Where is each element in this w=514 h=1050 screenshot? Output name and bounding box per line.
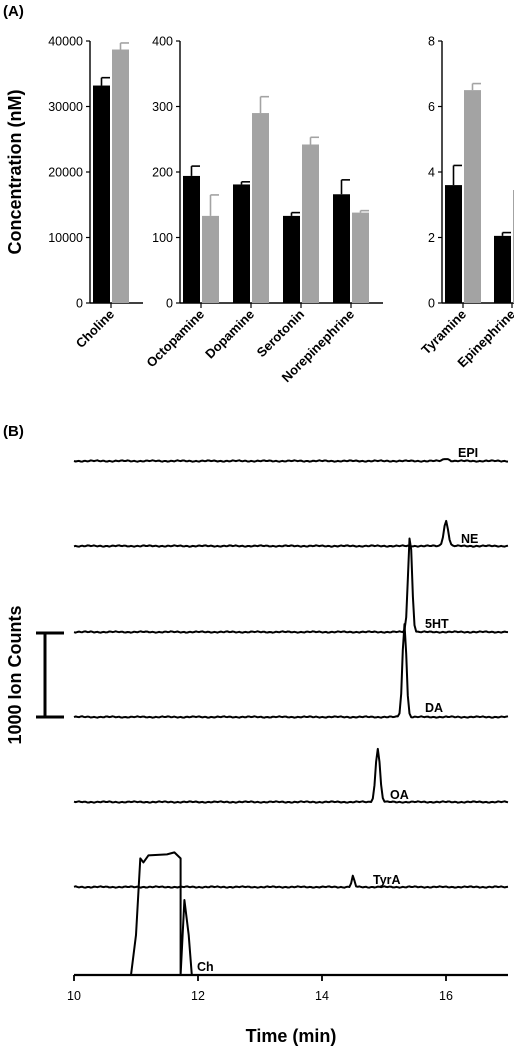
bar-norepinephrine-series-1 xyxy=(333,194,350,303)
bar-norepinephrine-series-2 xyxy=(352,212,369,303)
trace-ne xyxy=(73,519,509,548)
time-axis-tick-label: 10 xyxy=(67,989,81,1003)
trace-label-5ht: 5HT xyxy=(425,617,449,631)
category-label-octopamine: Octopamine xyxy=(143,307,207,371)
group-1-y-tick-label: 100 xyxy=(152,231,173,245)
trace-label-da: DA xyxy=(425,701,443,715)
trace-5ht xyxy=(73,537,509,634)
group-1-y-tick-label: 200 xyxy=(152,166,173,180)
category-label-choline: Choline xyxy=(73,307,117,351)
bar-dopamine-series-2 xyxy=(252,113,269,303)
y-axis-title: Concentration (nM) xyxy=(5,90,25,255)
panel-b-label: (B) xyxy=(3,423,24,440)
trace-tyra xyxy=(73,874,509,889)
panel-a-label: (A) xyxy=(3,3,24,20)
panel-b-chromatogram: 10 12 14 16 Time (min) 1000 Ion Counts EPI NE 5H… xyxy=(5,446,509,1046)
bar-choline-series-1 xyxy=(93,85,110,303)
group-2-y-tick-label: 4 xyxy=(428,166,435,180)
trace-label-ch: Ch xyxy=(197,960,214,974)
time-axis-title: Time (min) xyxy=(246,1026,337,1046)
trace-da xyxy=(73,623,509,719)
bar-serotonin-series-2 xyxy=(302,144,319,303)
bar-choline-series-2 xyxy=(112,49,129,303)
group-2-y-tick-label: 6 xyxy=(428,100,435,114)
group-0-y-tick-label: 40000 xyxy=(48,35,83,49)
group-0-y-tick-label: 20000 xyxy=(48,166,83,180)
category-label-serotonin: Serotonin xyxy=(254,306,308,360)
category-label-tyramine: Tyramine xyxy=(418,307,469,358)
group-1-y-tick-label: 400 xyxy=(152,35,173,49)
time-axis-tick-label: 16 xyxy=(439,989,453,1003)
group-0-y-tick-label: 0 xyxy=(76,297,83,311)
group-1-y-tick-label: 0 xyxy=(166,297,173,311)
trace-label-epi: EPI xyxy=(458,446,478,460)
group-2-y-tick-label: 0 xyxy=(428,297,435,311)
trace-label-oa: OA xyxy=(390,788,409,802)
trace-label-tyra: TyrA xyxy=(373,873,401,887)
bar-tyramine-series-1 xyxy=(445,185,462,303)
group-2-y-tick-label: 8 xyxy=(428,35,435,49)
group-1-y-tick-label: 300 xyxy=(152,100,173,114)
bar-dopamine-series-1 xyxy=(233,184,250,303)
time-axis-tick-label: 12 xyxy=(191,989,205,1003)
trace-epi xyxy=(73,458,509,463)
bar-serotonin-series-1 xyxy=(283,215,300,303)
group-2-y-tick-label: 2 xyxy=(428,231,435,245)
time-axis-tick-label: 14 xyxy=(315,989,329,1003)
trace-label-ne: NE xyxy=(461,532,478,546)
trace-ch xyxy=(74,851,508,976)
panel-a-bar-chart: Concentration (nM)010000200003000040000C… xyxy=(5,35,514,385)
bar-epinephrine-series-1 xyxy=(494,235,511,303)
scale-bar-label: 1000 Ion Counts xyxy=(5,605,25,744)
category-label-dopamine: Dopamine xyxy=(202,307,257,362)
bar-octopamine-series-1 xyxy=(183,175,200,303)
trace-oa xyxy=(73,747,509,804)
group-0-y-tick-label: 30000 xyxy=(48,100,83,114)
group-0-y-tick-label: 10000 xyxy=(48,231,83,245)
bar-tyramine-series-2 xyxy=(464,90,481,303)
bar-octopamine-series-2 xyxy=(202,215,219,303)
